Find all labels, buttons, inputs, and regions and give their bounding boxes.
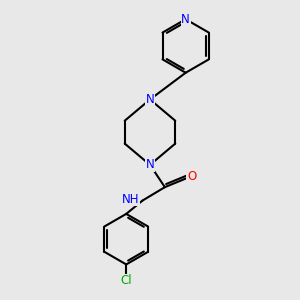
Text: N: N bbox=[146, 93, 154, 106]
Text: NH: NH bbox=[122, 193, 140, 206]
Text: N: N bbox=[181, 13, 190, 26]
Text: O: O bbox=[187, 170, 196, 183]
Text: Cl: Cl bbox=[120, 274, 132, 287]
Text: N: N bbox=[146, 158, 154, 171]
